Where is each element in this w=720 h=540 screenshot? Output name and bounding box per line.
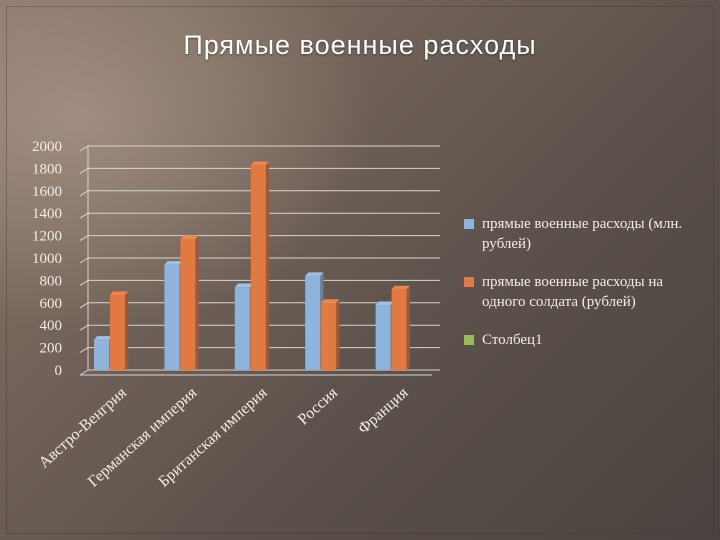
y-tick-label: 600 [40, 296, 63, 312]
y-tick-label: 200 [40, 341, 63, 357]
bar-top [234, 283, 254, 288]
bar-top [305, 272, 324, 276]
y-tick-label: 0 [55, 363, 63, 379]
y-tick-label: 1800 [32, 161, 62, 177]
y-tick-label: 1000 [32, 251, 62, 267]
y-tick-label: 1400 [32, 206, 62, 222]
gridline-depth [79, 212, 89, 219]
bar-top [110, 291, 129, 295]
bar [94, 339, 109, 370]
legend-label: прямые военные расходы на одного солдата… [482, 274, 664, 310]
bar-top [375, 301, 394, 306]
legend: прямые военные расходы (млн. рублей) прям… [464, 214, 704, 368]
bar [305, 275, 321, 370]
y-tick-label: 1600 [32, 184, 62, 200]
slide-frame [6, 6, 714, 534]
y-tick-label: 400 [40, 318, 63, 334]
y-tick-label: 1200 [32, 229, 62, 245]
gridline-depth [79, 302, 89, 309]
bar-top [250, 161, 270, 166]
gridline-depth [79, 235, 89, 242]
bar-top [164, 261, 183, 265]
x-tick-label: Россия [295, 384, 342, 429]
bar [250, 165, 266, 370]
gridline-depth [79, 190, 89, 197]
gridline-depth [79, 369, 89, 376]
bar [234, 287, 250, 370]
y-tick-label: 2000 [32, 139, 62, 155]
gridline-depth [79, 145, 89, 152]
bar-top [391, 285, 410, 290]
bar-top [94, 336, 113, 340]
bar-side [336, 299, 340, 370]
legend-item: прямые военные расходы на одного солдата… [464, 272, 704, 312]
bar-side [125, 291, 129, 370]
bar [110, 294, 125, 370]
bar-side [406, 285, 410, 370]
legend-swatch [464, 277, 474, 287]
bar [375, 305, 391, 370]
legend-label: прямые военные расходы (млн. рублей) [482, 216, 683, 252]
legend-item: прямые военные расходы (млн. рублей) [464, 214, 704, 254]
bar [180, 238, 196, 370]
bar [391, 289, 407, 370]
gridline-depth [79, 279, 89, 286]
gridline-depth [79, 167, 89, 174]
bar [164, 264, 180, 370]
bar-side [265, 161, 270, 370]
gridline-depth [79, 324, 89, 331]
legend-swatch [464, 219, 474, 229]
x-tick-label: Франция [355, 384, 412, 438]
legend-swatch [464, 335, 474, 345]
bars [94, 161, 410, 370]
bar [321, 302, 337, 370]
bar-top [321, 299, 340, 303]
gridline-depth [79, 347, 89, 354]
legend-item: Столбец1 [464, 330, 704, 350]
bar-side [195, 235, 199, 370]
gridline-depth [79, 257, 89, 264]
bar-top [180, 235, 199, 239]
legend-label: Столбец1 [482, 332, 543, 348]
y-axis-ticks: 0 200 400 600 800 1000 1200 1400 1600 1800 2000 [32, 139, 62, 379]
slide-title: Прямые военные расходы [183, 30, 537, 60]
y-tick-label: 800 [40, 273, 63, 289]
